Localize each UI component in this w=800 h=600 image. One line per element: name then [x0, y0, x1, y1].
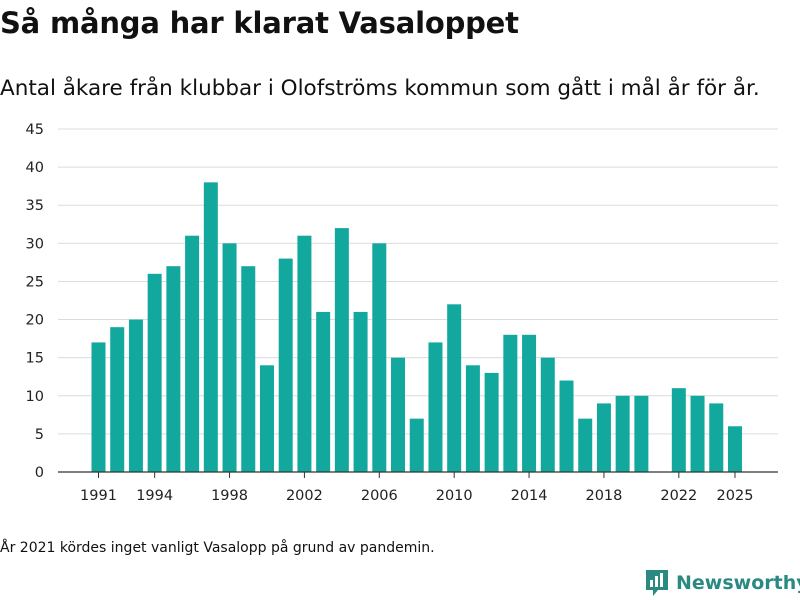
- y-tick-label: 25: [26, 274, 44, 290]
- bar[interactable]: [465, 365, 480, 472]
- bars: [91, 182, 742, 472]
- bar[interactable]: [690, 395, 705, 472]
- bar[interactable]: [709, 403, 724, 472]
- bar[interactable]: [671, 388, 686, 472]
- bar[interactable]: [634, 395, 649, 472]
- bar[interactable]: [372, 243, 387, 472]
- bar[interactable]: [447, 304, 462, 472]
- x-tick-label: 2022: [660, 488, 697, 504]
- bar[interactable]: [391, 357, 406, 472]
- bar[interactable]: [727, 426, 742, 472]
- bar[interactable]: [185, 235, 200, 472]
- brand-name: Newsworthy: [676, 572, 800, 594]
- bar[interactable]: [91, 342, 106, 472]
- bar[interactable]: [297, 235, 312, 472]
- bar[interactable]: [110, 327, 125, 472]
- chart-title: Så många har klarat Vasaloppet: [0, 6, 519, 40]
- y-tick-label: 35: [26, 198, 44, 214]
- bar[interactable]: [540, 357, 555, 472]
- bar[interactable]: [259, 365, 274, 472]
- chart-subtitle: Antal åkare från klubbar i Olofströms ko…: [0, 76, 760, 101]
- bar[interactable]: [522, 334, 537, 472]
- x-tick-label: 2002: [286, 488, 323, 504]
- bar[interactable]: [278, 258, 293, 472]
- bar[interactable]: [353, 311, 368, 472]
- y-tick-label: 45: [26, 122, 44, 138]
- y-tick-label: 10: [26, 389, 44, 405]
- y-tick-label: 40: [26, 160, 44, 176]
- x-tick-label: 1998: [211, 488, 248, 504]
- y-tick-label: 0: [35, 465, 44, 481]
- bar[interactable]: [222, 243, 237, 472]
- y-tick-label: 20: [26, 313, 44, 329]
- x-tick-label: 1994: [136, 488, 173, 504]
- bar[interactable]: [559, 380, 574, 472]
- newsworthy-logo-icon: [646, 570, 668, 596]
- y-tick-label: 30: [26, 236, 44, 252]
- bar[interactable]: [203, 182, 218, 472]
- x-tick-label: 2018: [585, 488, 622, 504]
- bar[interactable]: [503, 334, 518, 472]
- gridlines: [58, 128, 778, 435]
- bar[interactable]: [241, 266, 256, 472]
- x-tick-label: 2025: [717, 488, 754, 504]
- x-tick-label: 2014: [511, 488, 548, 504]
- x-tick-label: 2006: [361, 488, 398, 504]
- bar[interactable]: [128, 319, 143, 472]
- bar[interactable]: [166, 266, 181, 472]
- bar[interactable]: [428, 342, 443, 472]
- y-tick-label: 5: [35, 427, 44, 443]
- x-tick-label: 1991: [80, 488, 117, 504]
- bar[interactable]: [578, 418, 593, 472]
- bar[interactable]: [484, 372, 499, 472]
- bar[interactable]: [409, 418, 424, 472]
- footnote: År 2021 kördes inget vanligt Vasalopp på…: [0, 540, 435, 556]
- bar[interactable]: [334, 228, 349, 472]
- x-tick-label: 2010: [436, 488, 473, 504]
- newsworthy-brand[interactable]: Newsworthy: [644, 568, 800, 598]
- bar[interactable]: [596, 403, 611, 472]
- bar[interactable]: [147, 273, 162, 472]
- bar[interactable]: [615, 395, 630, 472]
- bar[interactable]: [316, 311, 331, 472]
- y-tick-label: 15: [26, 351, 44, 367]
